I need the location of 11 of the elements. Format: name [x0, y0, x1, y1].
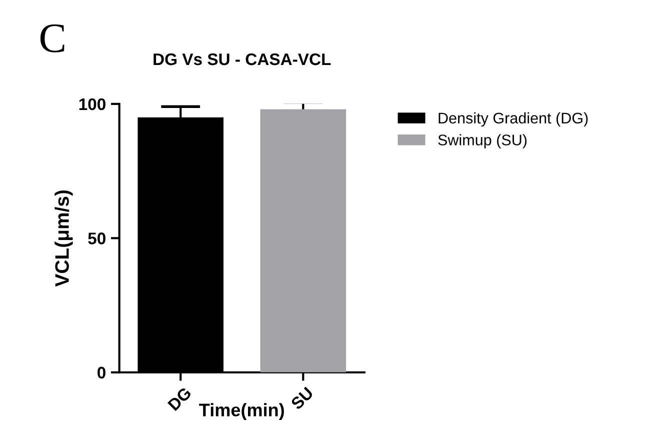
x-tick-label: SU — [290, 386, 314, 410]
text: C — [40, 24, 64, 52]
y-tick-label: 100 — [79, 98, 106, 110]
legend-label: Swimup (SU) — [438, 134, 527, 148]
y-tick-label: 0 — [98, 366, 106, 379]
chart-title: DG Vs SU - CASA-VCL — [154, 53, 331, 66]
legend-label: Density Gradient (DG) — [438, 112, 588, 127]
y-tick-label: 50 — [88, 232, 106, 244]
x-tick-label: DG — [167, 386, 192, 412]
x-axis-title: Time(min) — [199, 403, 284, 420]
y-axis-title: VCL(μm/s) — [54, 190, 73, 287]
